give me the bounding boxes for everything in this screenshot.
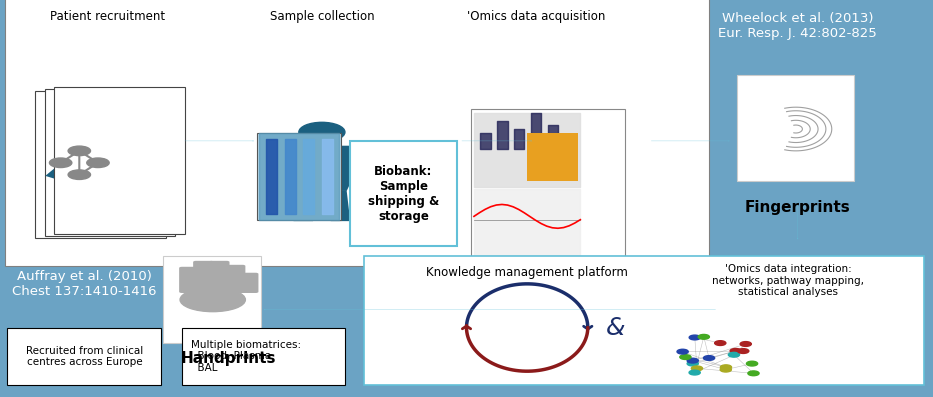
FancyBboxPatch shape (54, 87, 185, 234)
Text: 'Omics data integration:
networks, pathway mapping,
statistical analyses: 'Omics data integration: networks, pathw… (713, 264, 864, 297)
FancyBboxPatch shape (225, 265, 245, 293)
Polygon shape (79, 191, 104, 221)
FancyBboxPatch shape (163, 256, 261, 343)
FancyBboxPatch shape (35, 91, 166, 238)
Text: Biobank:
Sample
shipping &
storage: Biobank: Sample shipping & storage (368, 164, 439, 223)
Text: Fingerprints: Fingerprints (745, 200, 851, 216)
Circle shape (748, 371, 759, 376)
Polygon shape (498, 151, 580, 198)
Text: &: & (606, 316, 625, 339)
Polygon shape (135, 157, 170, 179)
FancyBboxPatch shape (737, 75, 854, 181)
Text: Recruited from clinical
centres across Europe: Recruited from clinical centres across E… (26, 345, 143, 367)
FancyBboxPatch shape (471, 109, 625, 256)
Circle shape (687, 358, 698, 363)
FancyBboxPatch shape (7, 328, 161, 385)
Circle shape (729, 353, 740, 357)
Polygon shape (283, 146, 361, 191)
Text: Sample collection: Sample collection (270, 10, 374, 23)
FancyBboxPatch shape (5, 0, 709, 266)
FancyBboxPatch shape (45, 89, 175, 236)
Circle shape (680, 355, 691, 359)
Circle shape (703, 356, 715, 360)
Polygon shape (509, 198, 536, 230)
Circle shape (691, 366, 703, 371)
Polygon shape (111, 191, 135, 221)
FancyBboxPatch shape (238, 273, 258, 293)
FancyBboxPatch shape (527, 133, 578, 181)
FancyBboxPatch shape (364, 256, 924, 385)
Circle shape (698, 334, 709, 339)
Text: Auffray et al. (2010)
Chest 137:1410-1416: Auffray et al. (2010) Chest 137:1410-141… (12, 270, 156, 298)
FancyBboxPatch shape (209, 261, 230, 293)
Polygon shape (474, 163, 509, 187)
Text: Knowledge management platform: Knowledge management platform (426, 266, 628, 279)
Polygon shape (543, 198, 569, 230)
Circle shape (689, 335, 701, 340)
Circle shape (740, 341, 751, 346)
FancyBboxPatch shape (257, 133, 341, 220)
Circle shape (687, 361, 698, 366)
Circle shape (49, 158, 72, 168)
FancyBboxPatch shape (313, 134, 330, 146)
Circle shape (87, 158, 109, 168)
Circle shape (515, 126, 564, 147)
Circle shape (689, 370, 701, 375)
Text: Patient recruitment: Patient recruitment (49, 10, 165, 23)
Text: 'Omics data acquisition: 'Omics data acquisition (467, 10, 606, 23)
FancyBboxPatch shape (99, 134, 116, 146)
Circle shape (715, 341, 726, 345)
Circle shape (299, 122, 345, 142)
Text: Handprints: Handprints (181, 351, 276, 366)
Polygon shape (46, 157, 79, 179)
Circle shape (731, 349, 742, 353)
FancyBboxPatch shape (350, 141, 457, 246)
FancyBboxPatch shape (179, 267, 200, 293)
Polygon shape (68, 146, 146, 191)
Circle shape (746, 361, 758, 366)
FancyBboxPatch shape (531, 138, 548, 151)
Circle shape (720, 367, 731, 372)
Polygon shape (259, 157, 294, 179)
Text: Multiple biomatrices:
  Blood, Plasma
  BAL: Multiple biomatrices: Blood, Plasma BAL (191, 340, 301, 373)
Polygon shape (326, 191, 350, 221)
Polygon shape (294, 191, 318, 221)
Circle shape (84, 122, 131, 142)
Text: Wheelock et al. (2013)
Eur. Resp. J. 42:802-825: Wheelock et al. (2013) Eur. Resp. J. 42:… (718, 12, 877, 40)
FancyBboxPatch shape (193, 261, 214, 293)
Polygon shape (350, 157, 384, 179)
Circle shape (720, 365, 731, 370)
Circle shape (68, 170, 91, 179)
Polygon shape (569, 163, 605, 187)
Circle shape (677, 349, 689, 354)
FancyBboxPatch shape (182, 328, 345, 385)
Circle shape (68, 146, 91, 156)
Circle shape (738, 349, 749, 353)
Ellipse shape (180, 288, 245, 312)
